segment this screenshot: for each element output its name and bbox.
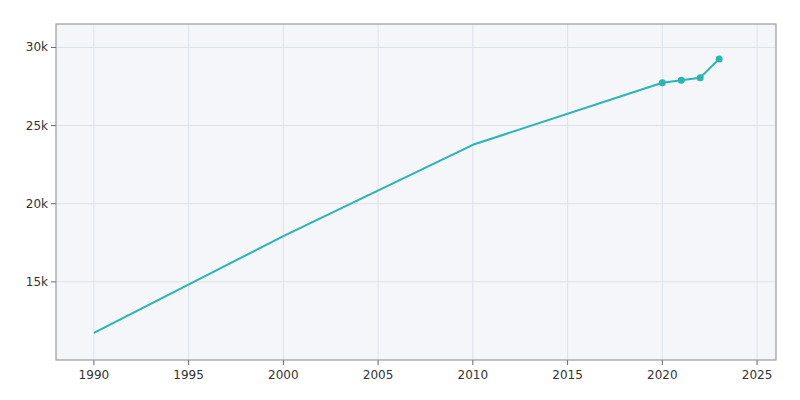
grid-line <box>662 24 663 360</box>
tick-mark <box>378 360 379 365</box>
tick-mark <box>51 203 56 204</box>
tick-label: 2015 <box>552 368 583 382</box>
chart: 1990 1995 2000 2005 2010 2015 2020 2025 15k 20k 25… <box>0 0 800 400</box>
tick-label: 1990 <box>79 368 110 382</box>
axes: 1990 1995 2000 2005 2010 2015 2020 2025 15k 20k 25… <box>26 40 773 382</box>
grid-line <box>56 281 776 282</box>
grid-line <box>188 24 189 360</box>
line <box>94 59 719 333</box>
grid-line <box>56 125 776 126</box>
plot-frame <box>56 24 776 360</box>
tick-label: 2005 <box>363 368 394 382</box>
plot-area <box>56 24 776 360</box>
tick-label: 1995 <box>173 368 204 382</box>
tick-mark <box>283 360 284 365</box>
tick-label: 20k <box>26 197 48 211</box>
tick-label: 2020 <box>647 368 678 382</box>
tick-label: 2025 <box>742 368 773 382</box>
tick-mark <box>472 360 473 365</box>
grid-line <box>56 203 776 204</box>
grid-line <box>472 24 473 360</box>
tick-mark <box>51 125 56 126</box>
tick-mark <box>662 360 663 365</box>
tick-mark <box>757 360 758 365</box>
grid-line <box>378 24 379 360</box>
grid-line <box>567 24 568 360</box>
grid-line <box>757 24 758 360</box>
grid-line <box>56 47 776 48</box>
marker <box>659 79 666 86</box>
tick-label: 30k <box>26 40 48 54</box>
grid-line <box>93 24 94 360</box>
tick-mark <box>51 281 56 282</box>
tick-mark <box>567 360 568 365</box>
data <box>94 55 723 332</box>
tick-label: 2010 <box>458 368 489 382</box>
marker <box>716 55 723 62</box>
tick-mark <box>188 360 189 365</box>
tick-label: 2000 <box>268 368 299 382</box>
tick-mark <box>93 360 94 365</box>
tick-label: 15k <box>26 275 48 289</box>
grid-line <box>283 24 284 360</box>
tick-label: 25k <box>26 119 48 133</box>
tick-mark <box>51 47 56 48</box>
marker <box>697 74 704 81</box>
marker <box>678 77 685 84</box>
grid <box>56 24 776 360</box>
